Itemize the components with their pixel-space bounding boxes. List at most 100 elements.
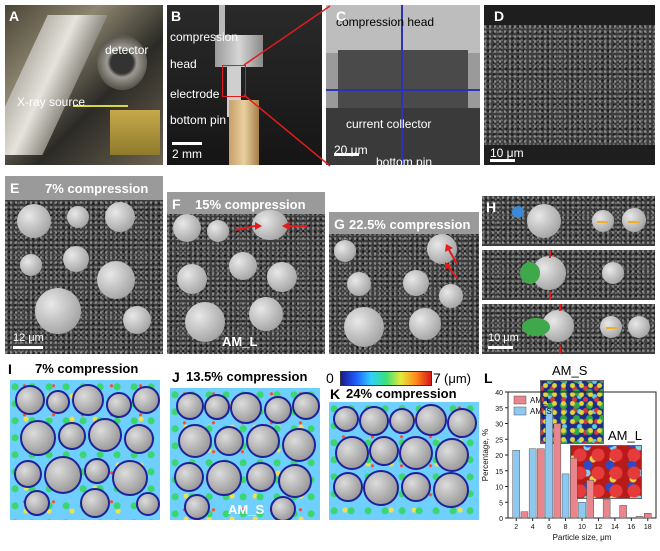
bottom-band: [484, 145, 655, 165]
particle: [80, 488, 110, 518]
arrow-head: [282, 222, 289, 230]
head-region: [326, 5, 480, 53]
x-tick-label: 18: [644, 524, 652, 531]
compression-label: compression: [170, 30, 239, 44]
y-tick-label: 10: [495, 485, 503, 492]
particle: [401, 472, 431, 502]
particle: [106, 392, 132, 418]
legend-label: AM_L: [530, 396, 551, 405]
particle: [174, 462, 204, 492]
particle: [347, 272, 371, 296]
compression-title-f: 15% compression: [195, 197, 306, 212]
particle: [602, 262, 624, 284]
compression-title-k: 24% compression: [346, 386, 457, 401]
bottom-pin-body: [229, 100, 259, 165]
panel-i-thickness-map: [10, 380, 160, 520]
particle: [177, 264, 207, 294]
head-band: [167, 192, 325, 214]
y-tick-label: 30: [495, 422, 503, 429]
stress-arrows: [234, 222, 307, 231]
compression-title-e: 7% compression: [45, 181, 149, 196]
scale-label-e: 12 μm: [13, 332, 44, 344]
bar-am-l: [619, 505, 627, 519]
particle: [435, 438, 469, 472]
crosshair-horizontal: [326, 89, 480, 91]
panel-g-slice: G 22.5% compression: [329, 212, 479, 354]
xray-source-label: X-ray source: [17, 95, 86, 109]
particle: [270, 496, 296, 520]
particle: [415, 404, 447, 436]
panel-c-tomography: C compression head current collector 20 …: [326, 5, 480, 165]
x-tick-label: 2: [514, 524, 518, 531]
particle: [369, 436, 399, 466]
h-arrows-1: [597, 221, 640, 223]
particle: [264, 396, 292, 424]
stage-block: [110, 110, 160, 155]
h-frame-3: 10 μm: [482, 304, 655, 354]
scale-label-b: 2 mm: [172, 147, 202, 161]
particle: [112, 460, 148, 496]
bar-am-l: [520, 511, 529, 519]
panel-label-i: I: [8, 361, 12, 377]
scale-label-c: 20 μm: [334, 143, 368, 157]
particle-size-histogram: 0 5 10 15 20 25 30 35 40 2 4 6 8 10 12 14 16 18 Particle s…: [481, 390, 657, 542]
electrode-region: [338, 50, 468, 108]
particle: [409, 308, 441, 340]
panel-label-a: A: [9, 8, 20, 24]
x-tick-label: 6: [547, 524, 551, 531]
particle: [84, 458, 110, 484]
particle: [123, 306, 151, 334]
arrow: [448, 267, 458, 279]
panel-label-b: B: [171, 8, 182, 24]
particle: [24, 490, 50, 516]
arrow-head: [445, 244, 453, 252]
panel-j-thickness-map: AM_S: [170, 388, 320, 520]
panel-label-g: G: [334, 216, 345, 232]
particle: [184, 494, 210, 520]
colorbar: [340, 371, 432, 386]
particle: [333, 406, 359, 432]
current-collector-label: current collector: [346, 117, 432, 131]
colorbar-max: 7: [433, 370, 441, 386]
particle: [14, 460, 42, 488]
compression-title-i: 7% compression: [35, 361, 139, 376]
particle: [246, 462, 276, 492]
bar-am-l: [570, 457, 578, 519]
panel-label-c: C: [336, 8, 347, 24]
bar-am-s: [512, 450, 520, 519]
deformed-particle: [520, 262, 540, 284]
bar-am-l: [586, 479, 594, 519]
panel-h-sequence: 10 μm H: [482, 196, 655, 354]
particle: [176, 392, 204, 420]
arrow-head: [445, 262, 452, 270]
arrow: [234, 225, 256, 231]
legend-label: AM_S: [530, 407, 552, 416]
top-band: [484, 5, 655, 25]
particle: [67, 206, 89, 228]
particle: [230, 392, 262, 424]
particle: [399, 436, 433, 470]
y-tick-label: 35: [495, 406, 503, 413]
particle: [17, 204, 51, 238]
particle: [249, 297, 283, 331]
particle: [292, 392, 320, 420]
panel-label-f: F: [172, 196, 181, 212]
compression-head-label: compression head: [336, 15, 435, 29]
arrow: [448, 249, 458, 265]
particle: [58, 422, 86, 450]
particle: [363, 470, 399, 506]
h-frame-1: [482, 196, 655, 246]
particle: [63, 246, 89, 272]
particle: [206, 460, 242, 496]
particle: [178, 424, 212, 458]
particle: [333, 472, 363, 502]
h-arrows-2: [549, 250, 551, 300]
scale-bar-b: [172, 142, 202, 145]
sample-label-j: AM_S: [228, 502, 265, 517]
panel-d-electrode-slice: D 10 μm: [484, 5, 655, 165]
y-tick-label: 40: [495, 390, 503, 397]
bottom-pin-label: bottom pin: [170, 113, 227, 127]
particle: [72, 384, 104, 416]
particle: [185, 302, 225, 342]
particle: [173, 214, 201, 242]
